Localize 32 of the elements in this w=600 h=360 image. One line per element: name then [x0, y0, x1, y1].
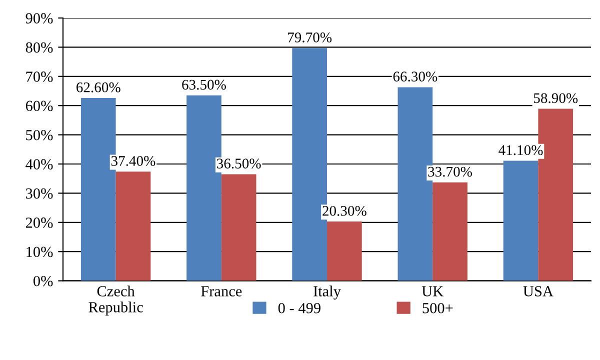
- legend-label: 0 - 499: [278, 302, 320, 314]
- data-label: 66.30%: [393, 72, 438, 82]
- data-label: 33.70%: [428, 166, 472, 177]
- y-tick-label: 70%: [26, 72, 53, 82]
- data-label: 58.90%: [534, 93, 578, 104]
- data-label: 62.60%: [76, 82, 120, 92]
- bar: [503, 160, 538, 281]
- bar: [116, 172, 151, 281]
- y-tick-label: 40%: [26, 159, 53, 170]
- y-tick-label: 50%: [26, 130, 53, 140]
- data-label: 37.40%: [111, 156, 156, 166]
- y-tick-label: 60%: [26, 100, 53, 112]
- x-tick-label: France: [201, 286, 242, 296]
- bar: [327, 222, 362, 281]
- x-tick-label: USA: [523, 286, 554, 296]
- y-tick-label: 0%: [33, 276, 53, 286]
- bar: [432, 182, 468, 281]
- data-label: 36.50%: [217, 158, 261, 169]
- data-label: 79.70%: [288, 32, 332, 42]
- x-tick-label: Czech Republic: [88, 286, 143, 316]
- data-label: 63.50%: [182, 80, 226, 90]
- data-label: 20.30%: [322, 206, 366, 216]
- x-tick-label: UK: [422, 286, 444, 296]
- y-tick-label: 20%: [26, 218, 53, 228]
- data-label: 41.10%: [498, 145, 543, 156]
- y-tick-label: 30%: [26, 188, 53, 199]
- y-tick-label: 90%: [26, 13, 53, 24]
- bar: [221, 174, 256, 281]
- legend-label: 500+: [422, 302, 453, 314]
- x-tick-label: Italy: [314, 286, 341, 300]
- y-tick-label: 10%: [26, 246, 53, 258]
- y-tick-label: 80%: [26, 42, 53, 53]
